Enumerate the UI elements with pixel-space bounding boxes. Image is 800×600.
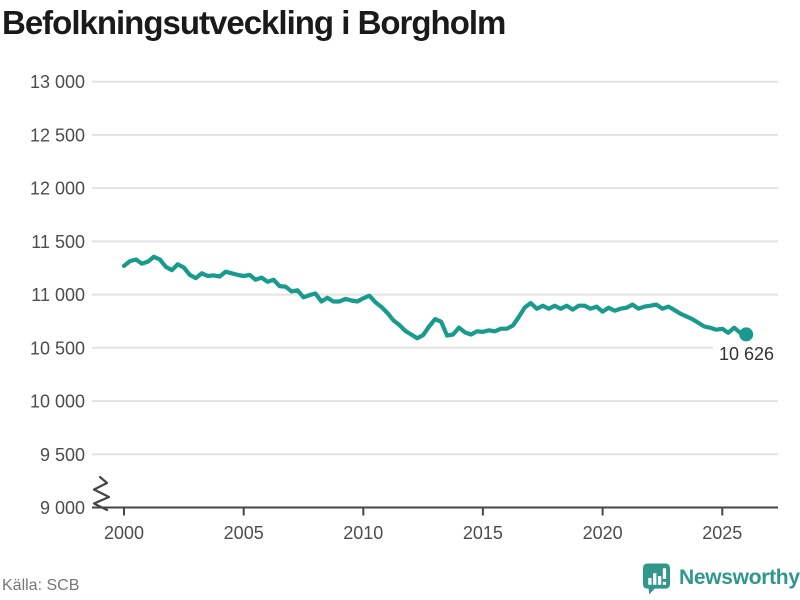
y-tick-label: 13 000 bbox=[30, 72, 85, 92]
newsworthy-wordmark: Newsworthy bbox=[679, 566, 800, 589]
series-line bbox=[121, 254, 749, 341]
end-point-dot bbox=[739, 327, 754, 342]
end-point-label: 10 626 bbox=[719, 344, 774, 364]
axis-break-icon bbox=[92, 475, 111, 512]
y-tick-label: 10 500 bbox=[30, 338, 85, 358]
y-tick-label: 10 000 bbox=[30, 392, 85, 412]
y-tick-label: 12 000 bbox=[30, 179, 85, 199]
y-tick-label: 12 500 bbox=[30, 125, 85, 145]
x-tick-label: 2010 bbox=[343, 523, 383, 543]
newsworthy-logo-icon bbox=[642, 563, 671, 595]
x-tick-label: 2005 bbox=[224, 523, 264, 543]
x-tick-label: 2000 bbox=[104, 523, 144, 543]
x-tick-label: 2015 bbox=[463, 523, 503, 543]
y-tick-label: 9 000 bbox=[40, 498, 85, 518]
x-tick-label: 2020 bbox=[583, 523, 623, 543]
source-note: Källa: SCB bbox=[2, 577, 80, 594]
end-label-backdrop bbox=[713, 342, 779, 365]
chart-title: Befolkningsutveckling i Borgholm bbox=[2, 4, 506, 41]
y-tick-label: 9 500 bbox=[40, 445, 85, 465]
newsworthy-branding[interactable]: Newsworthy bbox=[641, 561, 800, 595]
y-tick-label: 11 000 bbox=[31, 285, 85, 305]
y-tick-label: 11 500 bbox=[31, 232, 85, 252]
x-tick-label: 2025 bbox=[702, 523, 742, 543]
